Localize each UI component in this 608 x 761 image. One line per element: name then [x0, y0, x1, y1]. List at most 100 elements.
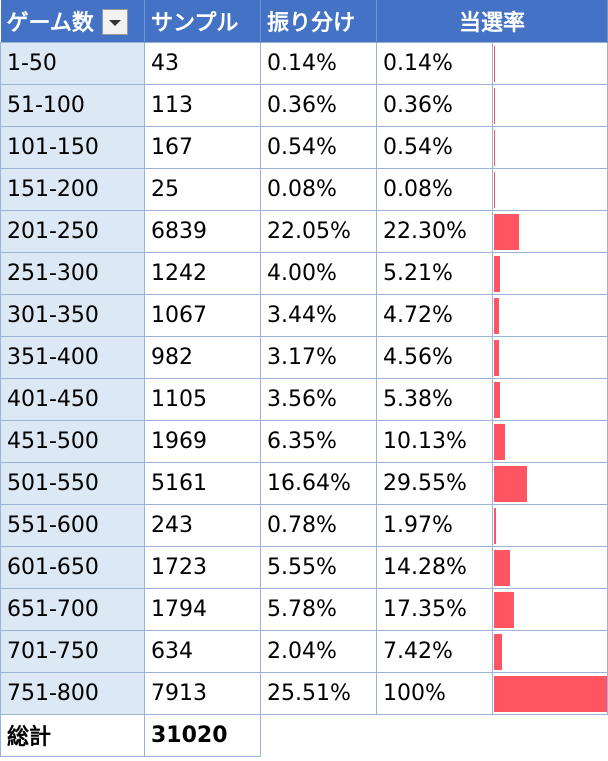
rate-bar: [494, 45, 495, 82]
game-range-cell: 551-600: [0, 503, 145, 547]
rate-cell: 4.72%: [376, 293, 493, 337]
share-cell: 0.36%: [260, 83, 377, 127]
rate-bar: [494, 297, 499, 334]
game-range-cell: 701-750: [0, 629, 145, 673]
rate-cell: 5.38%: [376, 377, 493, 421]
game-range-cell: 251-300: [0, 251, 145, 295]
sample-cell: 1969: [144, 419, 261, 463]
rate-cell: 22.30%: [376, 209, 493, 253]
rate-cell: 4.56%: [376, 335, 493, 379]
total-value: 31020: [144, 713, 261, 757]
rate-bar: [494, 171, 495, 208]
rate-cell: 5.21%: [376, 251, 493, 295]
rate-bar: [494, 381, 500, 418]
share-cell: 16.64%: [260, 461, 377, 505]
sample-cell: 25: [144, 167, 261, 211]
game-range-cell: 651-700: [0, 587, 145, 631]
share-cell: 4.00%: [260, 251, 377, 295]
game-range-cell: 151-200: [0, 167, 145, 211]
rate-bar-cell: [492, 335, 608, 379]
header-share: 振り分け: [260, 0, 377, 42]
rate-bar-cell: [492, 503, 608, 547]
sample-cell: 243: [144, 503, 261, 547]
game-range-cell: 501-550: [0, 461, 145, 505]
share-cell: 5.55%: [260, 545, 377, 589]
game-range-cell: 401-450: [0, 377, 145, 421]
share-cell: 3.17%: [260, 335, 377, 379]
rate-bar: [494, 255, 500, 292]
empty-cell: [377, 714, 493, 756]
rate-bar-cell: [492, 83, 608, 127]
sample-cell: 113: [144, 83, 261, 127]
rate-bar-cell: [492, 125, 608, 169]
share-cell: 3.56%: [260, 377, 377, 421]
table-row: 601-650 1723 5.55% 14.28%: [0, 545, 608, 589]
header-game-count: ゲーム数: [0, 0, 145, 42]
sample-cell: 1794: [144, 587, 261, 631]
rate-cell: 1.97%: [376, 503, 493, 547]
rate-bar-cell: [492, 41, 608, 85]
table-row: 151-200 25 0.08% 0.08%: [0, 167, 608, 211]
share-cell: 0.54%: [260, 125, 377, 169]
rate-bar: [494, 423, 505, 460]
share-cell: 22.05%: [260, 209, 377, 253]
sample-cell: 167: [144, 125, 261, 169]
rate-bar: [494, 507, 496, 544]
sample-cell: 7913: [144, 671, 261, 715]
rate-cell: 100%: [376, 671, 493, 715]
header-sample: サンプル: [144, 0, 261, 42]
header-row: ゲーム数 サンプル 振り分け 当選率: [0, 0, 608, 42]
sample-cell: 634: [144, 629, 261, 673]
empty-cell: [261, 714, 377, 756]
rate-bar-cell: [492, 293, 608, 337]
share-cell: 6.35%: [260, 419, 377, 463]
rate-bar: [494, 675, 607, 712]
total-row: 総計 31020: [0, 713, 608, 757]
share-cell: 25.51%: [260, 671, 377, 715]
rate-bar: [494, 339, 499, 376]
header-game-count-label: ゲーム数: [6, 10, 94, 36]
sample-cell: 982: [144, 335, 261, 379]
game-range-cell: 751-800: [0, 671, 145, 715]
share-cell: 5.78%: [260, 587, 377, 631]
game-range-cell: 351-400: [0, 335, 145, 379]
rate-cell: 7.42%: [376, 629, 493, 673]
table-row: 451-500 1969 6.35% 10.13%: [0, 419, 608, 463]
sample-cell: 1105: [144, 377, 261, 421]
filter-dropdown-icon[interactable]: [101, 8, 128, 35]
table-row: 751-800 7913 25.51% 100%: [0, 671, 608, 715]
rate-cell: 0.14%: [376, 41, 493, 85]
rate-bar: [494, 465, 527, 502]
game-range-cell: 301-350: [0, 293, 145, 337]
table-row: 251-300 1242 4.00% 5.21%: [0, 251, 608, 295]
table-row: 551-600 243 0.78% 1.97%: [0, 503, 608, 547]
rate-bar-cell: [492, 545, 608, 589]
rate-bar: [494, 633, 502, 670]
table-row: 501-550 5161 16.64% 29.55%: [0, 461, 608, 505]
share-cell: 0.78%: [260, 503, 377, 547]
rate-bar-cell: [492, 671, 608, 715]
table-row: 101-150 167 0.54% 0.54%: [0, 125, 608, 169]
total-label: 総計: [0, 713, 145, 757]
table-row: 701-750 634 2.04% 7.42%: [0, 629, 608, 673]
table-row: 351-400 982 3.17% 4.56%: [0, 335, 608, 379]
rate-bar-cell: [492, 167, 608, 211]
rate-cell: 14.28%: [376, 545, 493, 589]
rate-bar: [494, 549, 510, 586]
rate-cell: 10.13%: [376, 419, 493, 463]
table-row: 651-700 1794 5.78% 17.35%: [0, 587, 608, 631]
table-row: 1-50 43 0.14% 0.14%: [0, 41, 608, 85]
rate-bar: [494, 213, 519, 250]
rate-bar-cell: [492, 209, 608, 253]
rate-bar-cell: [492, 461, 608, 505]
game-range-cell: 601-650: [0, 545, 145, 589]
rate-bar: [494, 87, 495, 124]
rate-cell: 0.36%: [376, 83, 493, 127]
game-range-cell: 51-100: [0, 83, 145, 127]
game-range-cell: 201-250: [0, 209, 145, 253]
rate-bar-cell: [492, 587, 608, 631]
share-cell: 0.08%: [260, 167, 377, 211]
share-cell: 3.44%: [260, 293, 377, 337]
share-cell: 2.04%: [260, 629, 377, 673]
